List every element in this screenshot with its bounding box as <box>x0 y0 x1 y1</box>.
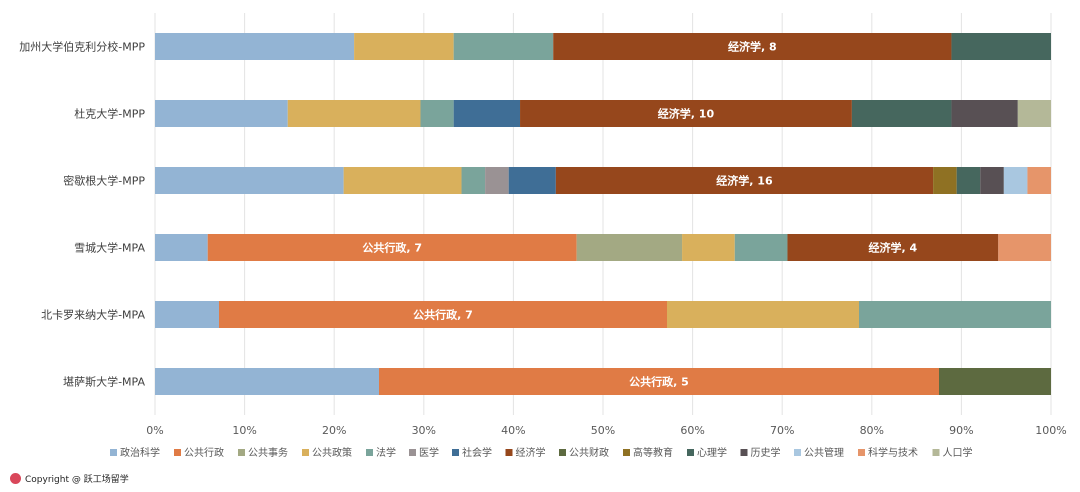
data-label: 公共行政, 5 <box>629 375 689 389</box>
x-tick-label: 50% <box>591 424 615 437</box>
legend-swatch <box>932 449 940 456</box>
legend-entry: 历史学 <box>751 446 781 459</box>
bar-segment <box>1003 167 1028 194</box>
copyright-text: Copyright @ 跃工场留学 <box>25 475 129 485</box>
bar-segment <box>980 167 1004 194</box>
legend-swatch <box>623 449 630 456</box>
category-label: 堪萨斯大学-MPA <box>63 375 145 389</box>
data-label: 公共行政, 7 <box>362 241 422 255</box>
x-tick-label: 30% <box>412 424 436 437</box>
legend-entry: 人口学 <box>943 446 973 459</box>
legend-entry: 法学 <box>376 446 396 459</box>
legend-swatch <box>687 449 694 456</box>
bar-segment <box>998 234 1051 261</box>
x-tick-label: 10% <box>232 424 256 437</box>
bar-segment <box>219 301 667 328</box>
legend-swatch <box>366 449 373 456</box>
bar-segment <box>207 234 577 261</box>
legend-swatch <box>505 449 513 456</box>
bar-segment <box>379 368 939 395</box>
legend-swatch <box>452 449 459 456</box>
x-tick-label: 40% <box>501 424 525 437</box>
x-tick-label: 90% <box>949 424 973 437</box>
data-label: 经济学, 4 <box>869 241 918 255</box>
legend-entry: 公共行政 <box>184 446 224 459</box>
bar-segment <box>155 234 208 261</box>
category-label: 杜克大学-MPP <box>74 107 145 121</box>
category-label: 雪城大学-MPA <box>74 241 145 255</box>
bar-segment <box>956 167 981 194</box>
legend-entry: 公共政策 <box>312 446 352 459</box>
x-tick-label: 100% <box>1035 424 1066 437</box>
legend-swatch <box>740 449 748 456</box>
bar-segment <box>1027 167 1051 194</box>
legend-swatch <box>174 449 181 456</box>
legend-entry: 高等教育 <box>633 446 673 459</box>
legend-entry: 公共事务 <box>248 446 288 459</box>
bar-segment <box>851 100 952 127</box>
stacked-bar-chart: 0% 10% 20% 30% 40% 50% 60% 70% 80% 90% 100% 加州大学伯克利… <box>19 13 1067 459</box>
data-label: 经济学, 16 <box>716 174 773 188</box>
x-tick-label: 80% <box>860 424 884 437</box>
bar-segment <box>667 301 859 328</box>
bar-segment <box>155 33 355 60</box>
bar-segment <box>787 234 999 261</box>
data-label: 公共行政, 7 <box>413 308 473 322</box>
legend-swatch <box>238 449 245 456</box>
bar-segment <box>555 167 934 194</box>
bar-segment <box>939 368 1051 395</box>
bar-segment <box>461 167 486 194</box>
bar-segment <box>343 167 462 194</box>
data-label: 经济学, 8 <box>728 40 777 54</box>
bar-segment <box>420 100 454 127</box>
legend-entry: 公共财政 <box>569 446 609 459</box>
bar-segment <box>682 234 735 261</box>
bar-segment <box>508 167 556 194</box>
legend-entry: 政治科学 <box>120 446 160 459</box>
x-tick-label: 60% <box>680 424 704 437</box>
legend-entry: 公共管理 <box>804 446 844 459</box>
legend-entry: 心理学 <box>697 446 727 459</box>
x-tick-label: 70% <box>770 424 794 437</box>
bar-segment <box>734 234 788 261</box>
bar-segment <box>155 167 344 194</box>
bar-segment <box>453 33 554 60</box>
bar-segment <box>859 301 1051 328</box>
legend-swatch <box>858 449 865 456</box>
category-label: 密歇根大学-MPP <box>63 174 145 188</box>
legend-swatch <box>559 449 566 456</box>
bar-segment <box>951 100 1018 127</box>
legend-swatch <box>302 449 309 456</box>
bar-segment <box>155 100 288 127</box>
bar-segment <box>155 301 219 328</box>
bar-segment <box>354 33 454 60</box>
legend-swatch <box>409 449 416 456</box>
bar-segment <box>485 167 509 194</box>
bar-segment <box>553 33 952 60</box>
brand-logo-icon <box>10 473 21 484</box>
bar-segment <box>520 100 852 127</box>
bar-segment <box>933 167 957 194</box>
legend-swatch <box>794 449 801 456</box>
legend-entry: 社会学 <box>462 446 492 459</box>
legend-swatch <box>110 449 117 456</box>
bar-segment <box>453 100 521 127</box>
bar-segment <box>287 100 421 127</box>
bar-segment <box>155 368 379 395</box>
x-tick-label: 20% <box>322 424 346 437</box>
bar-segment <box>951 33 1051 60</box>
x-tick-label: 0% <box>146 424 163 437</box>
legend-entry: 经济学 <box>516 446 546 459</box>
copyright-footer: Copyright @ 跃工场留学 <box>10 472 129 485</box>
bar-segment <box>1017 100 1051 127</box>
category-label: 加州大学伯克利分校-MPP <box>19 40 145 54</box>
data-label: 经济学, 10 <box>658 107 715 121</box>
legend-entry: 医学 <box>419 446 439 459</box>
legend-entry: 科学与技术 <box>868 446 918 459</box>
bar-segment <box>576 234 683 261</box>
category-label: 北卡罗来纳大学-MPA <box>41 308 145 322</box>
